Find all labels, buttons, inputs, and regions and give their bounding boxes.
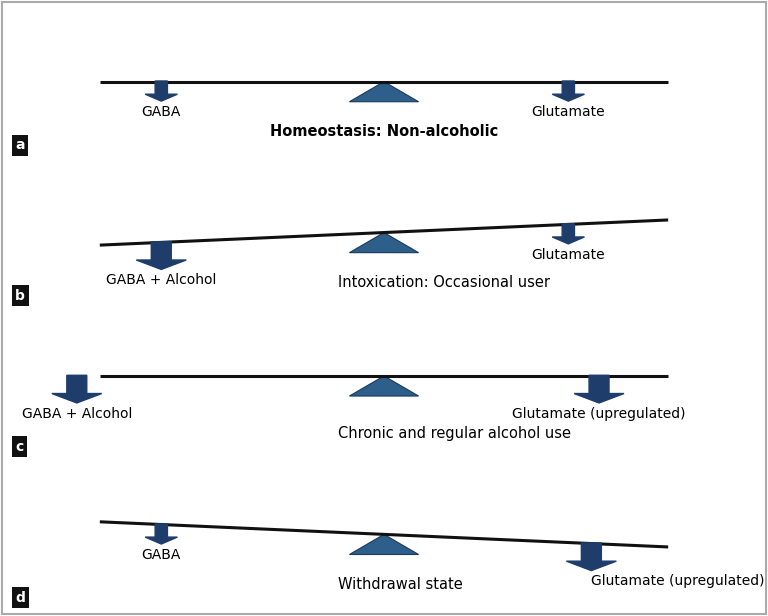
FancyArrow shape <box>552 224 584 244</box>
FancyArrow shape <box>567 543 616 570</box>
FancyArrow shape <box>145 81 177 101</box>
Text: Glutamate (upregulated): Glutamate (upregulated) <box>591 574 765 588</box>
Text: Glutamate (upregulated): Glutamate (upregulated) <box>512 407 686 421</box>
Text: GABA + Alcohol: GABA + Alcohol <box>22 407 132 421</box>
Polygon shape <box>349 81 419 102</box>
FancyArrow shape <box>52 375 101 403</box>
Polygon shape <box>349 376 419 396</box>
Text: Homeostasis: Non-alcoholic: Homeostasis: Non-alcoholic <box>270 124 498 139</box>
Text: Chronic and regular alcohol use: Chronic and regular alcohol use <box>338 426 571 441</box>
Text: GABA: GABA <box>141 548 181 562</box>
Text: GABA + Alcohol: GABA + Alcohol <box>106 274 217 287</box>
Text: GABA: GABA <box>141 105 181 119</box>
Text: Intoxication: Occasional user: Intoxication: Occasional user <box>338 275 550 290</box>
FancyArrow shape <box>552 81 584 101</box>
FancyArrow shape <box>574 375 624 403</box>
Text: d: d <box>15 591 25 605</box>
Text: Glutamate: Glutamate <box>531 248 605 262</box>
Text: Withdrawal state: Withdrawal state <box>338 577 462 592</box>
Text: c: c <box>15 440 24 454</box>
FancyArrow shape <box>145 524 177 544</box>
Text: Glutamate: Glutamate <box>531 105 605 119</box>
Text: b: b <box>15 289 25 303</box>
Text: a: a <box>15 138 25 152</box>
FancyArrow shape <box>137 241 186 269</box>
Polygon shape <box>349 534 419 554</box>
Polygon shape <box>349 232 419 253</box>
